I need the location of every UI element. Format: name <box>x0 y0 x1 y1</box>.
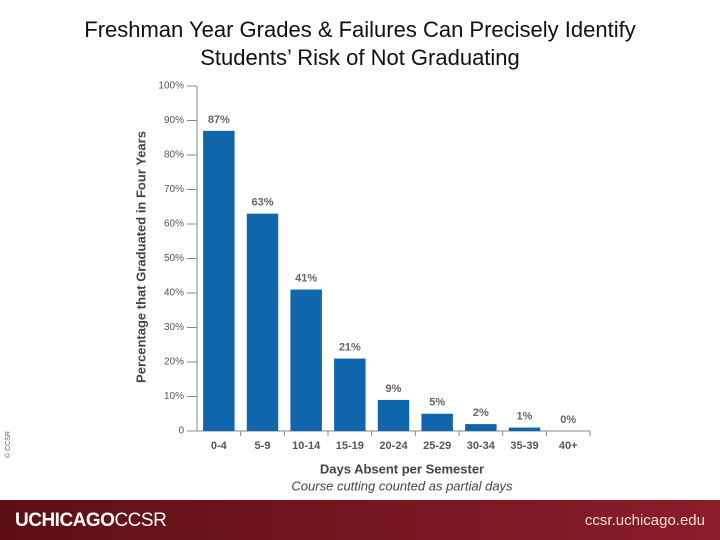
y-tick-label: 10% <box>164 391 184 402</box>
y-tick-label: 100% <box>158 81 184 92</box>
x-tick-label: 5-9 <box>255 440 271 452</box>
y-tick-label: 0 <box>178 426 184 437</box>
bar <box>377 399 410 431</box>
value-label: 5% <box>429 397 445 409</box>
y-tick-label: 80% <box>164 150 184 161</box>
y-tick-label: 90% <box>164 115 184 126</box>
x-tick-label: 30-34 <box>467 440 496 452</box>
footer: UCHICAGOCCSR ccsr.uchicago.edu <box>0 500 720 540</box>
y-tick-label: 40% <box>164 288 184 299</box>
logo: UCHICAGOCCSR <box>15 510 167 532</box>
bar <box>246 213 279 431</box>
y-tick-label: 50% <box>164 253 184 264</box>
chart-panel <box>120 78 605 498</box>
value-label: 63% <box>251 197 273 209</box>
chart: Percentage that Graduated in Four Years … <box>3 78 605 498</box>
y-tick-label: 30% <box>164 322 184 333</box>
x-tick-label: 15-19 <box>336 440 364 452</box>
value-label: 41% <box>295 272 317 284</box>
x-tick-label: 10-14 <box>292 440 321 452</box>
y-tick-label: 60% <box>164 219 184 230</box>
annotation: Course cutting counted as partial days <box>291 478 513 493</box>
x-tick-label: 40+ <box>559 440 578 452</box>
footer-url: ccsr.uchicago.edu <box>584 512 705 529</box>
slide-title: Freshman Year Grades & Failures Can Prec… <box>84 17 636 70</box>
value-label: 1% <box>517 410 533 422</box>
value-label: 87% <box>208 114 230 126</box>
value-label: 21% <box>339 341 361 353</box>
value-label: 9% <box>386 383 402 395</box>
y-axis-label: Percentage that Graduated in Four Years <box>133 131 148 383</box>
x-tick-label: 20-24 <box>379 440 408 452</box>
x-axis-label: Days Absent per Semester <box>320 461 484 476</box>
x-tick-label: 0-4 <box>211 440 228 452</box>
bar <box>508 427 541 431</box>
x-tick-label: 25-29 <box>423 440 451 452</box>
value-label: 2% <box>473 407 489 419</box>
bar <box>203 130 235 431</box>
copyright: © CCSR <box>4 431 12 458</box>
logo-right: CCSR <box>114 510 167 531</box>
bar <box>334 358 366 431</box>
y-tick-label: 70% <box>164 184 184 195</box>
value-label: 0% <box>560 414 576 426</box>
logo-left: UCHICAGO <box>15 510 115 531</box>
bar <box>465 424 497 431</box>
bar <box>290 289 322 431</box>
x-tick-label: 35-39 <box>510 440 538 452</box>
bar <box>421 413 453 431</box>
y-tick-label: 20% <box>164 357 184 368</box>
